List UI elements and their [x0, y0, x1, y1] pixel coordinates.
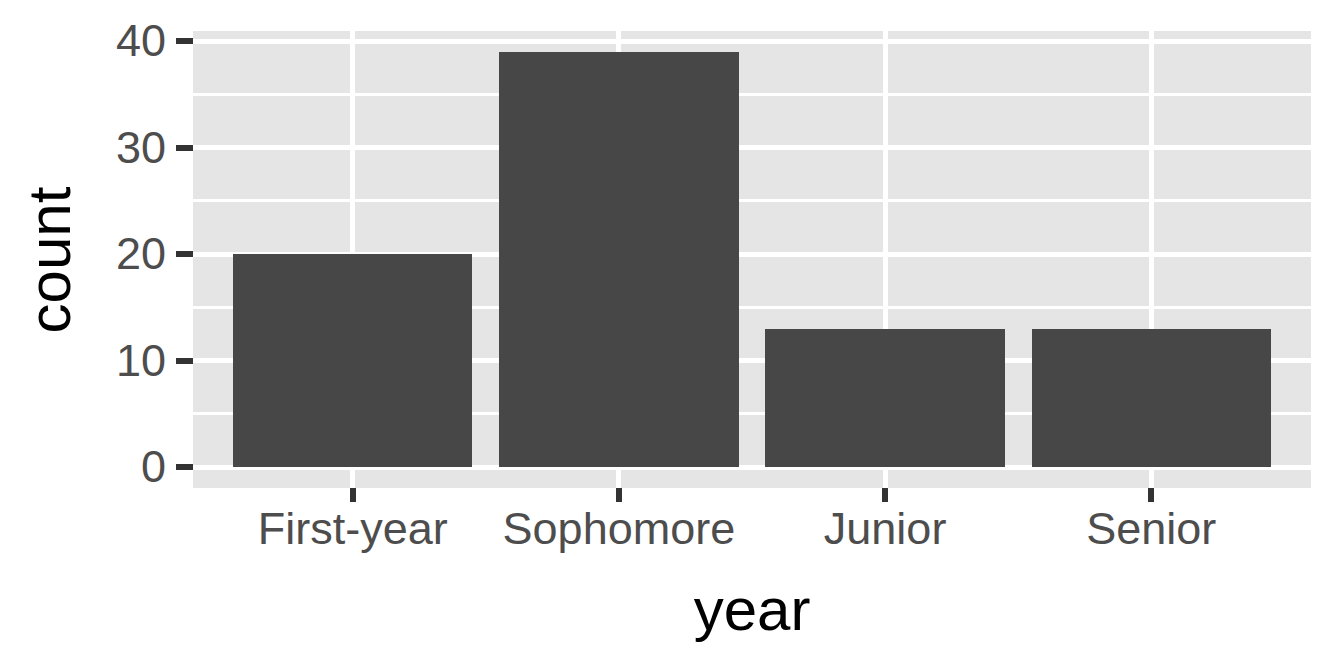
x-tick-mark-senior	[1148, 488, 1154, 502]
bar-chart-figure: year count First-yearSophomoreJuniorSeni…	[0, 0, 1344, 672]
bar-junior	[765, 329, 1005, 467]
x-axis-title: year	[694, 580, 811, 640]
y-tick-label-0: 0	[0, 444, 166, 490]
x-tick-label-first-year: First-year	[258, 506, 448, 551]
y-tick-mark-30	[176, 145, 193, 151]
y-tick-label-30: 30	[0, 125, 166, 171]
y-tick-mark-20	[176, 251, 193, 257]
x-tick-label-sophomore: Sophomore	[503, 506, 736, 551]
y-tick-label-20: 20	[0, 231, 166, 277]
y-tick-mark-10	[176, 358, 193, 364]
bar-first-year	[233, 254, 473, 467]
x-tick-label-senior: Senior	[1086, 506, 1216, 551]
y-tick-mark-40	[176, 38, 193, 44]
gridline-major-y-30	[193, 145, 1311, 150]
x-tick-mark-sophomore	[616, 488, 622, 502]
gridline-major-y-40	[193, 39, 1311, 44]
y-tick-label-10: 10	[0, 338, 166, 384]
y-tick-label-40: 40	[0, 18, 166, 64]
x-tick-mark-first-year	[350, 488, 356, 502]
bar-senior	[1032, 329, 1272, 467]
x-tick-label-junior: Junior	[824, 506, 947, 551]
bar-sophomore	[499, 52, 739, 467]
plot-panel	[193, 31, 1311, 488]
gridline-minor-y-35	[193, 93, 1311, 96]
y-tick-mark-0	[176, 464, 193, 470]
gridline-minor-y-25	[193, 199, 1311, 202]
x-tick-mark-junior	[882, 488, 888, 502]
